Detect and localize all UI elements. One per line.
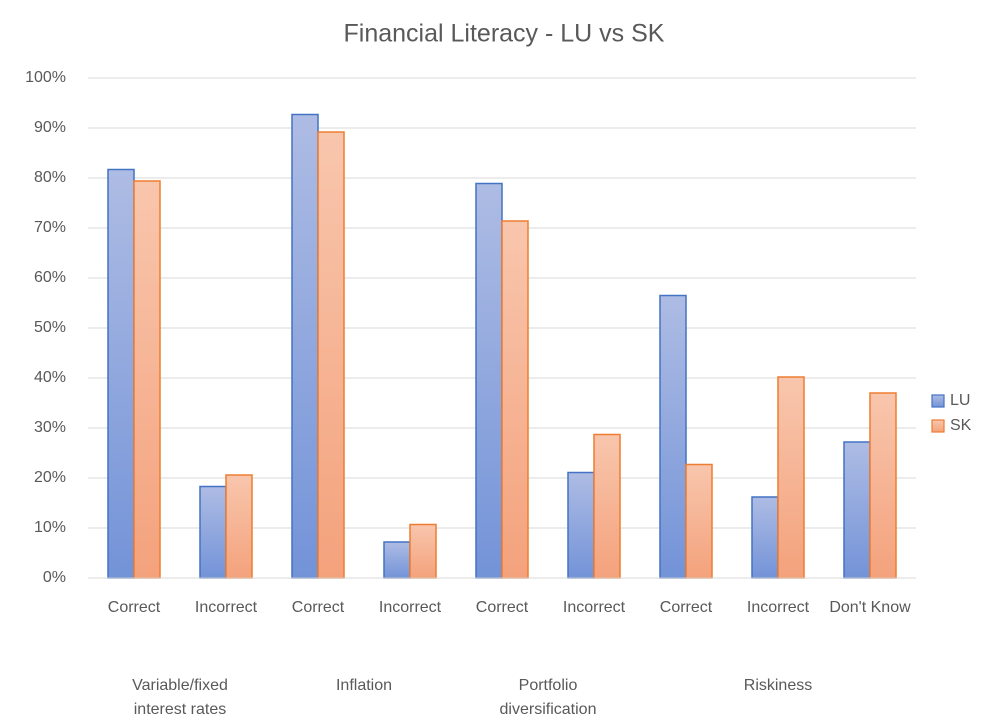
x-tick-label: Don't Know	[829, 599, 911, 616]
bar	[383, 541, 411, 579]
bar	[777, 376, 805, 579]
x-tick-label: Correct	[291, 599, 345, 616]
legend-label: SK	[950, 417, 972, 434]
x-tick-label: Incorrect	[746, 599, 810, 616]
y-tick-label: 50%	[34, 319, 66, 336]
x-tick-label: Correct	[659, 599, 713, 616]
legend-swatch	[931, 419, 945, 433]
y-tick-label: 70%	[34, 219, 66, 236]
y-tick-label: 40%	[34, 369, 66, 386]
y-tick-label: 0%	[43, 569, 66, 586]
y-tick-label: 100%	[25, 69, 66, 86]
bar	[843, 441, 871, 579]
bar	[567, 471, 595, 579]
bar	[501, 220, 529, 579]
legend-label: LU	[950, 392, 970, 409]
bar	[475, 182, 503, 579]
group-label: Portfolio diversification	[499, 677, 597, 718]
y-tick-label: 20%	[34, 469, 66, 486]
bar	[225, 474, 253, 579]
bar	[659, 294, 687, 579]
x-tick-label: Incorrect	[378, 599, 442, 616]
y-tick-label: 10%	[34, 519, 66, 536]
bar	[291, 113, 319, 579]
bar	[593, 433, 621, 579]
bar	[409, 523, 437, 579]
group-label: Riskiness	[743, 677, 813, 694]
x-tick-label: Correct	[475, 599, 529, 616]
bar	[107, 168, 135, 579]
y-tick-label: 60%	[34, 269, 66, 286]
x-tick-label: Incorrect	[194, 599, 258, 616]
bar	[685, 463, 713, 579]
bar	[869, 392, 897, 579]
x-tick-label: Incorrect	[562, 599, 626, 616]
y-tick-label: 90%	[34, 119, 66, 136]
bar	[751, 496, 779, 579]
legend-swatch	[931, 394, 945, 408]
bar	[133, 180, 161, 579]
y-tick-label: 80%	[34, 169, 66, 186]
y-tick-label: 30%	[34, 419, 66, 436]
bar	[317, 131, 345, 579]
bar	[199, 485, 227, 579]
x-tick-label: Correct	[107, 599, 161, 616]
group-label: Variable/fixed interest rates	[132, 677, 228, 718]
chart-title: Financial Literacy - LU vs SK	[344, 20, 665, 48]
group-label: Inflation	[335, 677, 393, 694]
